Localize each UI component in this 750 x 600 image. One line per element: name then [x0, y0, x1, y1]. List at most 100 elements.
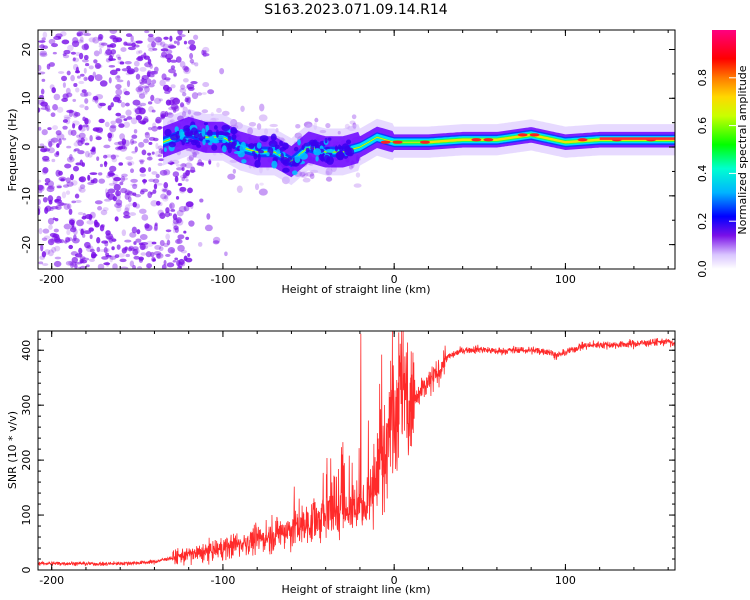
noise-blob [85, 264, 90, 268]
noise-blob [47, 147, 55, 154]
ridge-cluster [203, 122, 209, 126]
noise-blob [75, 199, 82, 203]
noise-blob [46, 108, 51, 113]
ridge-hotspot [517, 133, 528, 137]
noise-blob [138, 93, 146, 99]
noise-blob [41, 78, 46, 82]
noise-blob [170, 103, 179, 110]
noise-blob [134, 112, 142, 118]
noise-blob [56, 143, 60, 148]
noise-blob [141, 77, 145, 83]
ridge-cluster [282, 167, 290, 173]
noise-blob [139, 120, 147, 125]
noise-blob [38, 198, 41, 206]
spectrogram-y-tick-label: 20 [20, 43, 33, 57]
noise-blob [124, 188, 130, 196]
noise-blob [162, 188, 168, 192]
noise-blob [72, 165, 80, 172]
noise-blob [161, 264, 167, 269]
noise-blob [119, 181, 124, 186]
noise-blob [172, 259, 177, 263]
noise-blob [98, 178, 106, 184]
noise-blob [184, 162, 193, 169]
noise-blob [164, 194, 169, 200]
noise-blob [142, 85, 150, 89]
noise-blob [129, 232, 137, 238]
noise-blob [150, 70, 158, 75]
noise-blob [183, 255, 188, 262]
noise-blob [130, 178, 138, 183]
noise-blob [98, 102, 106, 107]
noise-blob [38, 179, 42, 183]
noise-blob [89, 134, 93, 142]
noise-blob [104, 51, 112, 57]
noise-blob [94, 62, 101, 70]
noise-blob [47, 217, 55, 225]
noise-blob [83, 33, 92, 37]
noise-blob [148, 167, 152, 172]
noise-blob [65, 260, 74, 266]
noise-blob [109, 125, 117, 133]
ridge-cluster [227, 141, 233, 150]
noise-blob [39, 94, 44, 99]
noise-blob [105, 261, 110, 267]
noise-blob [95, 64, 103, 69]
snr-x-tick-label: 0 [391, 574, 398, 587]
noise-blob [99, 80, 108, 87]
noise-blob [100, 224, 105, 228]
noise-blob [103, 144, 111, 149]
noise-blob [96, 246, 101, 253]
noise-blob [139, 160, 144, 165]
noise-blob [138, 242, 144, 246]
noise-blob [117, 56, 122, 60]
noise-blob [174, 105, 180, 112]
ridge-cluster [231, 133, 237, 141]
spectrogram-x-tick-label: -200 [39, 273, 64, 286]
ridge-cluster [257, 153, 261, 162]
noise-blob [153, 251, 162, 256]
noise-blob [152, 122, 157, 129]
noise-blob [123, 210, 130, 216]
noise-blob [147, 33, 154, 38]
noise-blob [71, 40, 80, 48]
noise-blob [177, 30, 183, 36]
noise-blob [126, 65, 131, 70]
ridge-cluster [325, 148, 334, 153]
noise-blob [132, 192, 137, 196]
noise-blob [87, 152, 93, 158]
noise-blob [159, 169, 168, 176]
noise-blob [176, 167, 184, 171]
noise-blob [75, 87, 80, 93]
ridge-cluster [324, 137, 328, 144]
noise-blob [172, 72, 178, 78]
noise-blob [150, 94, 155, 102]
noise-blob [110, 49, 117, 55]
noise-blob [108, 55, 114, 62]
noise-blob [92, 95, 99, 101]
ridge-cluster [313, 148, 322, 156]
noise-blob [123, 139, 130, 147]
noise-blob [140, 54, 144, 59]
ridge-cluster [305, 147, 310, 153]
noise-blob [65, 190, 71, 195]
noise-blob [80, 92, 87, 97]
noise-blob [203, 50, 207, 54]
noise-blob [224, 251, 228, 257]
noise-blob [73, 148, 80, 152]
snr-x-tick-label: -100 [210, 574, 235, 587]
noise-blob [70, 74, 75, 82]
noise-blob [179, 174, 188, 179]
noise-blob [114, 254, 120, 259]
noise-blob [183, 40, 188, 45]
noise-blob [212, 240, 220, 245]
noise-blob [138, 159, 145, 163]
noise-blob [153, 97, 162, 105]
noise-blob [152, 48, 158, 51]
noise-blob [143, 138, 149, 144]
spectrogram-x-tick-label: 100 [555, 273, 576, 286]
ridge-hotspot [471, 138, 482, 142]
noise-blob [182, 78, 189, 83]
noise-blob [204, 224, 213, 232]
noise-blob [107, 132, 113, 139]
noise-blob [201, 92, 207, 95]
